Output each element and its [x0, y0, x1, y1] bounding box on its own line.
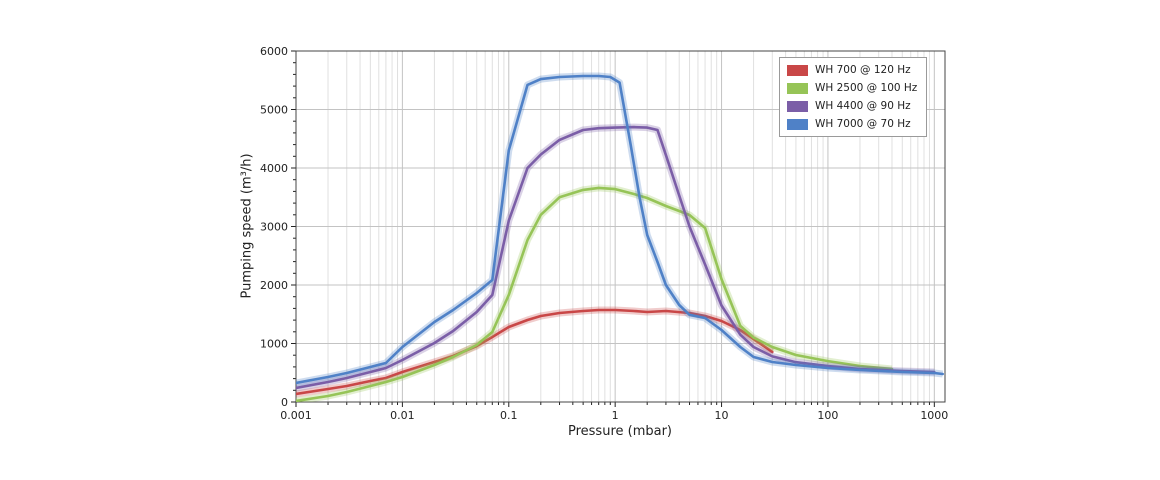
legend-swatch: [787, 64, 808, 76]
legend-item: WH 700 @ 120 Hz: [787, 63, 917, 77]
x-tick-label: 0.001: [280, 409, 312, 422]
legend: WH 700 @ 120 Hz WH 2500 @ 100 Hz WH 4400 @…: [779, 57, 928, 137]
y-tick-label: 4000: [260, 162, 288, 175]
legend-item: WH 4400 @ 90 Hz: [787, 99, 917, 113]
x-tick-label: 1: [612, 409, 619, 422]
y-tick-label: 0: [281, 396, 288, 409]
series-line: [296, 186, 894, 402]
y-axis-label: Pumping speed (m³/h): [239, 153, 255, 299]
y-tick-label: 3000: [260, 221, 288, 234]
x-tick-label: 0.01: [390, 409, 415, 422]
x-tick-label: 1000: [920, 409, 948, 422]
x-tick-label: 100: [817, 409, 838, 422]
series-line: [296, 125, 936, 390]
legend-label: WH 2500 @ 100 Hz: [815, 81, 918, 94]
x-axis-label: Pressure (mbar): [567, 424, 673, 439]
y-tick-label: 5000: [260, 104, 288, 117]
legend-label: WH 7000 @ 70 Hz: [815, 117, 911, 130]
y-tick-label: 6000: [260, 45, 288, 58]
y-tick-label: 1000: [260, 338, 288, 351]
legend-item: WH 7000 @ 70 Hz: [787, 117, 917, 131]
y-tick-label: 2000: [260, 279, 288, 292]
legend-swatch: [787, 100, 808, 112]
x-tick-label: 10: [715, 409, 729, 422]
legend-swatch: [787, 82, 808, 94]
x-tick-label: 0.1: [500, 409, 518, 422]
legend-swatch: [787, 118, 808, 130]
plot-border: [295, 50, 946, 403]
legend-label: WH 700 @ 120 Hz: [815, 63, 911, 76]
legend-item: WH 2500 @ 100 Hz: [787, 81, 917, 95]
series-line: [296, 308, 774, 396]
legend-label: WH 4400 @ 90 Hz: [815, 99, 911, 112]
series-line: [296, 74, 945, 385]
